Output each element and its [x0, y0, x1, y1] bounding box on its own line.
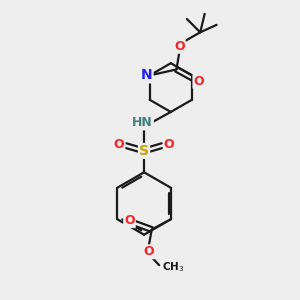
Text: S: S	[139, 144, 149, 158]
Text: O: O	[174, 40, 185, 53]
Text: O: O	[164, 138, 174, 151]
Text: CH$_3$: CH$_3$	[162, 260, 184, 274]
Text: O: O	[124, 214, 135, 227]
Text: O: O	[114, 138, 124, 151]
Text: O: O	[143, 245, 154, 258]
Text: HN: HN	[132, 116, 153, 130]
Text: O: O	[194, 75, 204, 88]
Text: N: N	[141, 68, 152, 83]
